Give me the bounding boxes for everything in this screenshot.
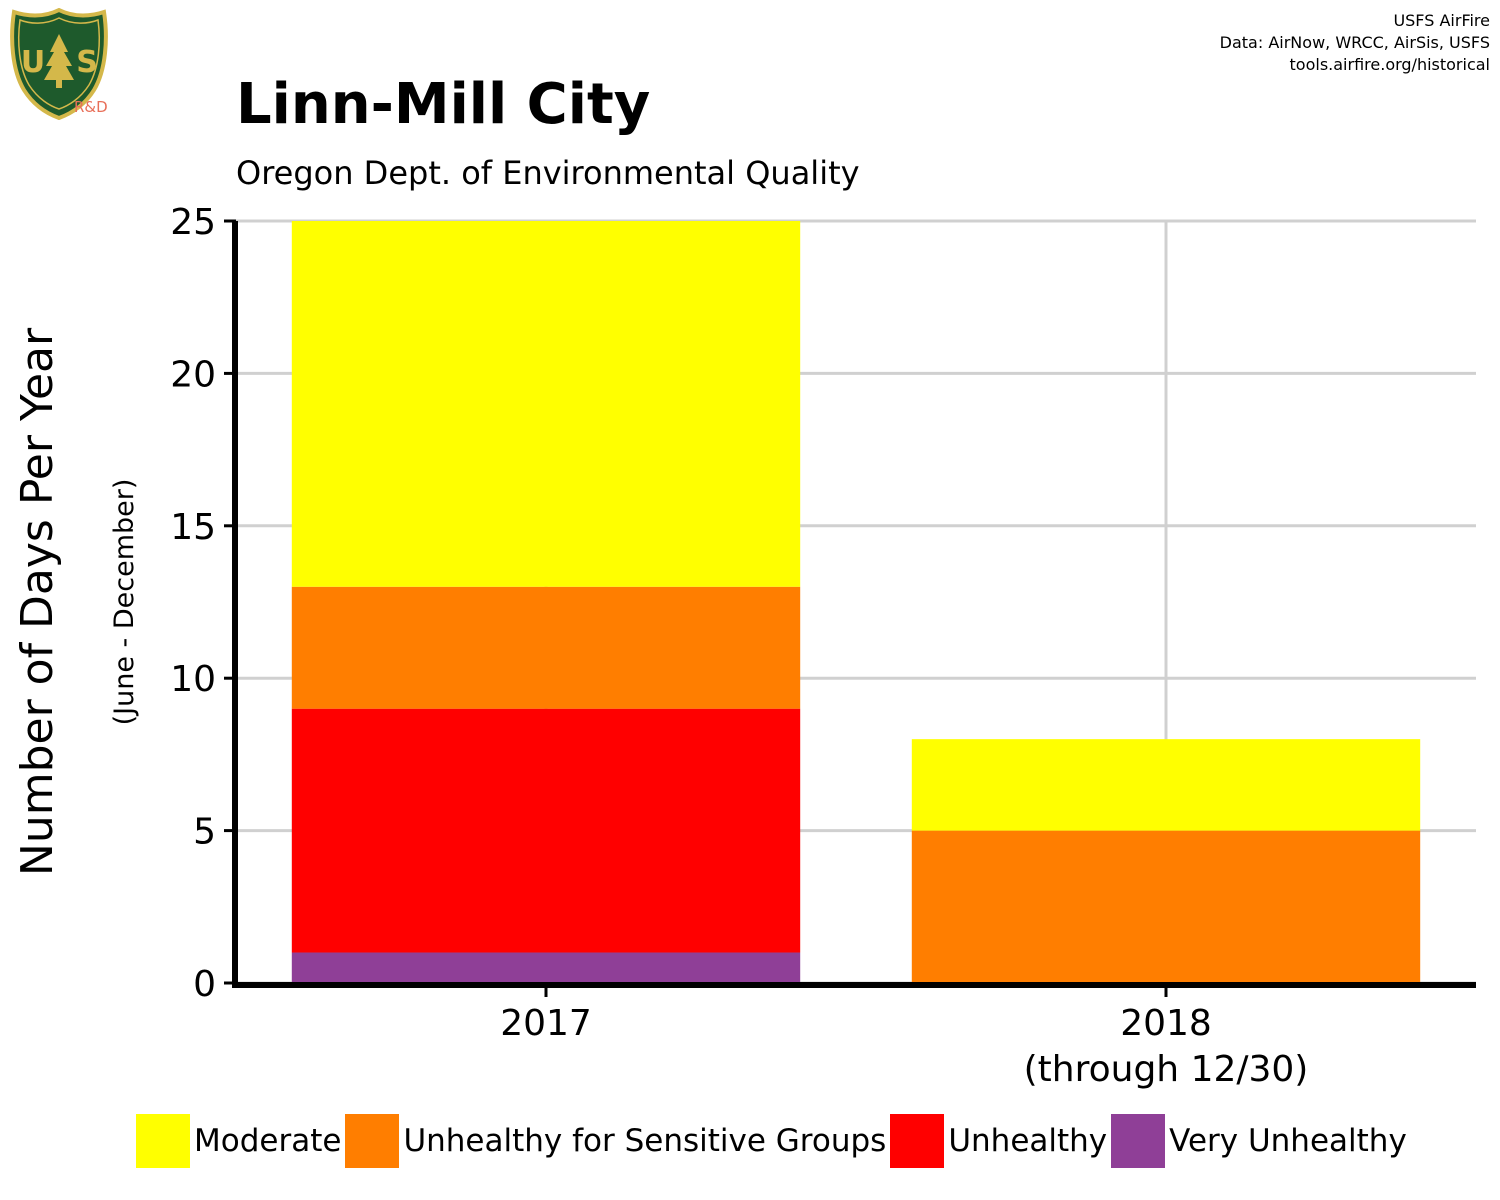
legend-item: Unhealthy bbox=[890, 1114, 1107, 1168]
legend-swatch bbox=[136, 1114, 190, 1168]
credits: USFS AirFire Data: AirNow, WRCC, AirSis,… bbox=[1220, 10, 1490, 76]
bar-segment bbox=[911, 830, 1421, 983]
x-tick-label: (through 12/30) bbox=[1024, 1049, 1309, 1090]
x-tick-label: 2017 bbox=[500, 1003, 592, 1044]
y-axis-label: Number of Days Per Year bbox=[12, 327, 63, 876]
credit-line-1: USFS AirFire bbox=[1393, 11, 1490, 30]
legend-label: Unhealthy bbox=[948, 1123, 1108, 1159]
legend-item: Very Unhealthy bbox=[1111, 1114, 1407, 1168]
legend: Moderate Unhealthy for Sensitive Groups Un… bbox=[136, 1114, 1411, 1168]
legend-swatch bbox=[890, 1114, 945, 1168]
y-axis-sublabel: (June - December) bbox=[109, 479, 140, 726]
rd-badge: R&D bbox=[74, 98, 108, 116]
y-tick-label: 0 bbox=[193, 964, 216, 1005]
legend-swatch bbox=[1111, 1114, 1166, 1168]
y-tick-label: 15 bbox=[170, 507, 216, 548]
credit-line-2: Data: AirNow, WRCC, AirSis, USFS bbox=[1219, 33, 1490, 52]
chart-title: Linn-Mill City bbox=[236, 72, 651, 137]
legend-label: Unhealthy for Sensitive Groups bbox=[403, 1123, 887, 1159]
logo-letter-u: U bbox=[21, 45, 45, 80]
legend-label: Moderate bbox=[194, 1123, 342, 1159]
bar-segment bbox=[291, 221, 801, 587]
bar-segment bbox=[291, 708, 801, 953]
bar-segment bbox=[291, 952, 801, 983]
legend-swatch bbox=[345, 1114, 400, 1168]
usfs-shield-logo-icon: U S bbox=[10, 8, 108, 120]
legend-item: Unhealthy for Sensitive Groups bbox=[345, 1114, 886, 1168]
bar-segment bbox=[291, 586, 801, 709]
y-tick-label: 20 bbox=[170, 354, 216, 395]
y-tick-label: 25 bbox=[170, 202, 216, 243]
bar-segment bbox=[911, 739, 1421, 831]
logo-letter-s: S bbox=[76, 45, 98, 80]
legend-label: Very Unhealthy bbox=[1169, 1123, 1407, 1159]
y-tick-label: 5 bbox=[193, 812, 216, 853]
chart-subtitle: Oregon Dept. of Environmental Quality bbox=[236, 154, 860, 192]
y-tick-label: 10 bbox=[170, 659, 216, 700]
x-tick-label: 2018 bbox=[1120, 1003, 1212, 1044]
credit-line-3: tools.airfire.org/historical bbox=[1289, 55, 1490, 74]
legend-item: Moderate bbox=[136, 1114, 341, 1168]
